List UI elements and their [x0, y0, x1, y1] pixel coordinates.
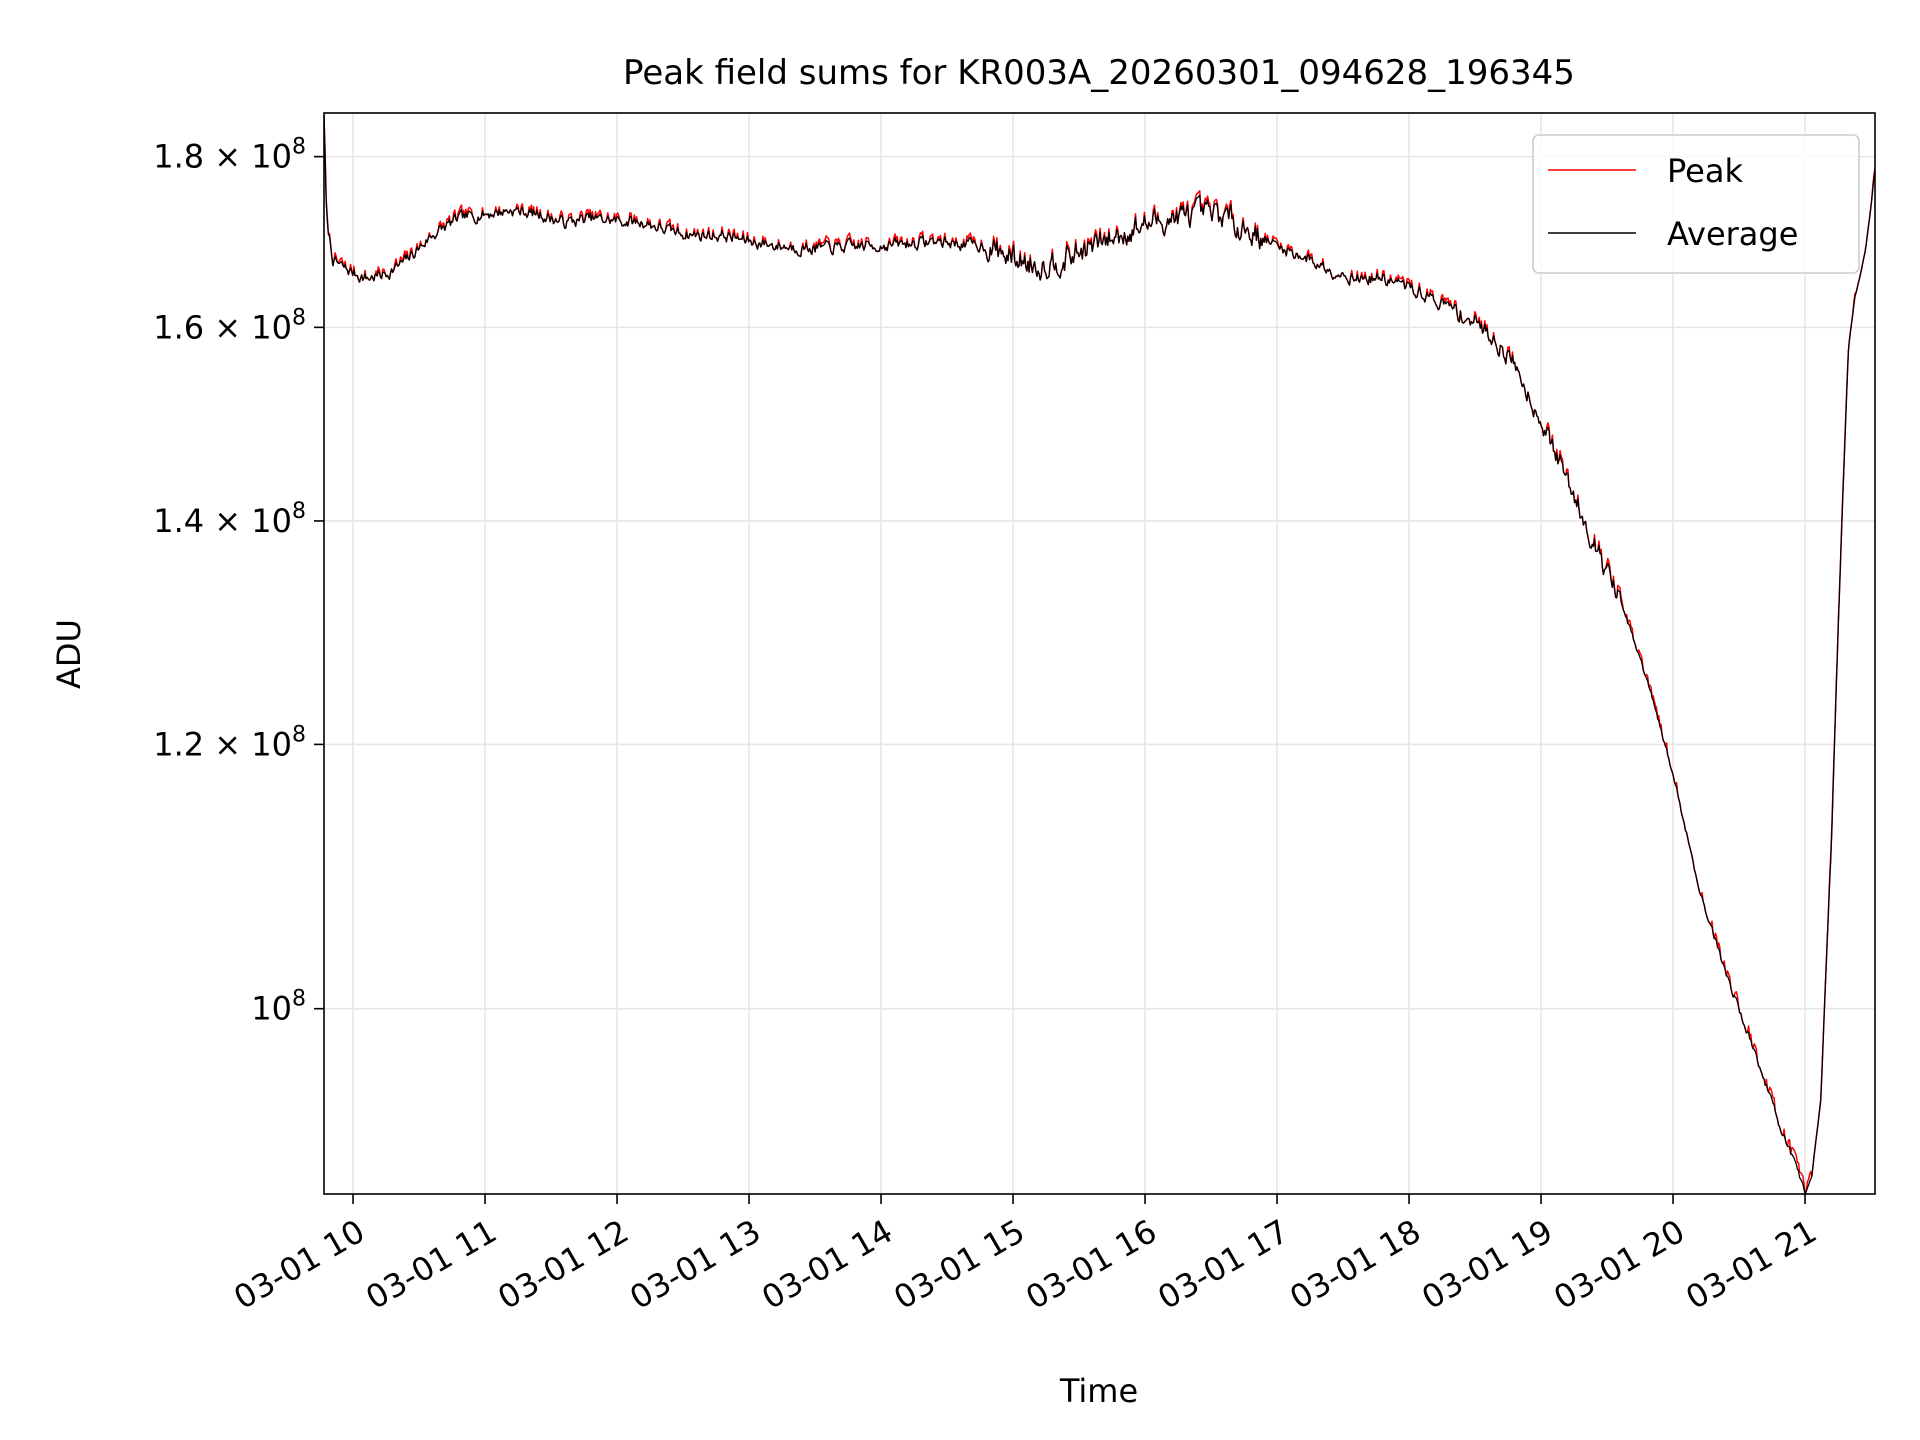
- series-line-average: [324, 115, 1875, 1194]
- y-axis-label: ADU: [50, 619, 88, 689]
- y-tick-label: 1.4 × 108: [153, 499, 306, 540]
- y-tick-label: 1.8 × 108: [153, 135, 306, 176]
- y-tick-label: 108: [251, 987, 306, 1028]
- legend: Peak Average: [1532, 134, 1860, 274]
- series-layer: [324, 115, 1875, 1194]
- legend-label-peak: Peak: [1667, 152, 1743, 190]
- y-axis: 108 1.2 × 108 1.4 × 108 1.6 × 108 1.8 × 108: [153, 135, 324, 1028]
- plot-frame: [323, 112, 1876, 1195]
- grid: [324, 113, 1875, 1194]
- y-tick-label: 1.6 × 108: [153, 305, 306, 346]
- chart-title: Peak field sums for KR003A_20260301_0946…: [623, 53, 1575, 93]
- legend-label-average: Average: [1667, 215, 1798, 253]
- y-tick-label: 1.2 × 108: [153, 722, 306, 763]
- x-axis-label: Time: [1059, 1372, 1138, 1410]
